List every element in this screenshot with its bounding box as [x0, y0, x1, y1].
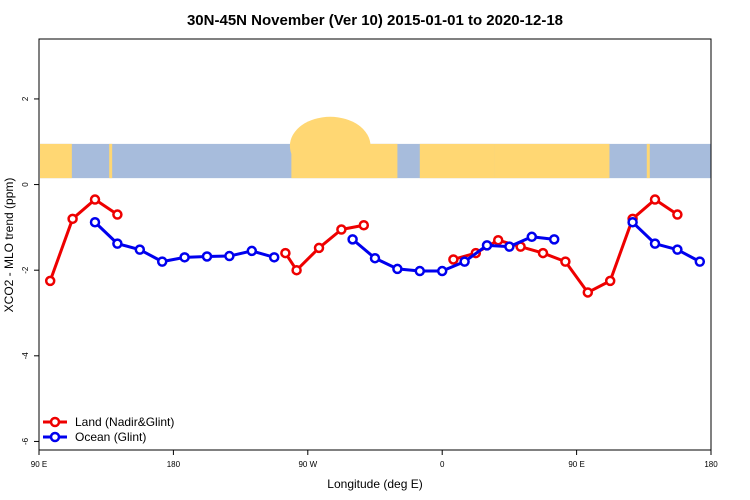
x-tick-label: 90 E — [568, 460, 584, 469]
data-point — [224, 250, 235, 262]
series-line — [631, 221, 701, 263]
data-point — [459, 256, 470, 267]
y-tick-label: -4 — [21, 352, 30, 360]
legend: Land (Nadir&Glint) Ocean (Glint) — [43, 415, 174, 444]
series-ocean — [89, 216, 706, 277]
data-point — [694, 256, 706, 267]
data-point — [649, 238, 661, 249]
map-land-mass — [494, 143, 610, 179]
map-land-mass — [646, 143, 650, 179]
chart-title: 30N-45N November (Ver 10) 2015-01-01 to … — [187, 12, 563, 29]
map-land — [40, 116, 650, 179]
legend-land-marker — [49, 416, 61, 428]
data-point — [44, 275, 56, 287]
data-point — [436, 265, 448, 277]
data-point — [369, 252, 381, 264]
legend-land-label: Land (Nadir&Glint) — [75, 415, 174, 429]
data-point — [89, 194, 101, 205]
y-axis-label: XCO2 - MLO trend (ppm) — [2, 178, 16, 313]
data-point — [112, 238, 123, 249]
data-point — [313, 242, 325, 254]
y-tick-label: 2 — [21, 96, 30, 101]
data-point — [392, 263, 403, 275]
data-point — [201, 251, 213, 262]
data-point — [112, 209, 123, 220]
plot-frame — [38, 38, 712, 451]
map-land-mass — [375, 143, 398, 179]
data-point — [582, 287, 594, 298]
data-point — [560, 256, 571, 267]
data-point — [548, 234, 560, 245]
data-point — [649, 194, 661, 205]
data-point — [448, 254, 459, 265]
data-point — [481, 240, 493, 251]
data-point — [672, 209, 683, 220]
data-point — [291, 264, 302, 276]
x-axis: 90 E 180 90 W 0 90 E 180 — [31, 450, 718, 469]
map-land-americas — [289, 116, 371, 176]
x-axis-label: Longitude (deg E) — [327, 477, 422, 491]
data-point — [537, 247, 549, 259]
map-land-mass — [40, 143, 72, 179]
y-tick-label: -6 — [21, 437, 30, 445]
data-point — [89, 216, 101, 228]
legend-ocean-label: Ocean (Glint) — [75, 430, 146, 444]
x-tick-label: 90 E — [31, 460, 47, 469]
y-tick-label: 0 — [21, 182, 30, 187]
data-point — [492, 234, 504, 246]
y-tick-label: -2 — [21, 266, 30, 274]
data-point — [672, 244, 683, 255]
data-point — [268, 252, 280, 263]
legend-ocean-marker — [49, 431, 61, 443]
data-point — [156, 256, 168, 267]
data-point — [604, 275, 616, 287]
data-point — [627, 216, 638, 228]
map-land-mass — [109, 143, 113, 179]
data-point — [347, 234, 358, 245]
data-point — [336, 224, 347, 235]
data-point — [358, 219, 370, 231]
map-land-mass — [419, 143, 495, 179]
x-tick-label: 0 — [440, 460, 445, 469]
data-point — [67, 213, 78, 225]
x-tick-label: 180 — [167, 460, 181, 469]
data-point — [526, 231, 538, 243]
x-tick-label: 90 W — [298, 460, 317, 469]
data-point — [504, 241, 515, 252]
data-point — [280, 247, 291, 259]
data-point — [134, 244, 146, 255]
series-layer — [44, 194, 706, 298]
data-point — [414, 265, 426, 277]
series-line — [284, 223, 365, 272]
map-strip — [40, 116, 711, 179]
series-line — [351, 235, 555, 273]
y-axis: 2 0 -2 -4 -6 — [21, 96, 39, 445]
data-point — [246, 245, 258, 257]
series-line — [48, 198, 119, 282]
data-point — [179, 252, 190, 263]
x-tick-label: 180 — [704, 460, 718, 469]
